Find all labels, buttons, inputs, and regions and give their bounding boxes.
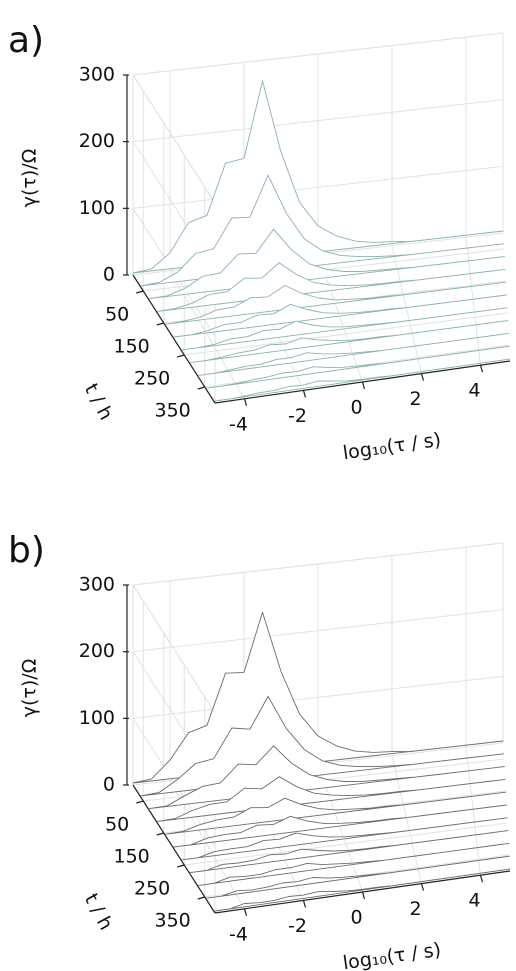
t-tick-label: 150 [113, 846, 149, 868]
t-axis [132, 784, 216, 914]
tick-mark [420, 883, 425, 891]
tick-mark [479, 875, 484, 883]
spectrum-curve [214, 868, 511, 912]
x-tick-label: -2 [288, 405, 307, 427]
spectrum-curve [165, 281, 507, 325]
spectrum-curve [132, 80, 504, 274]
tick-mark [197, 386, 205, 390]
x-axis-label: log₁₀(τ / s) [341, 429, 442, 465]
x-tick-label: 4 [468, 890, 480, 912]
spectrum-curve [148, 228, 505, 300]
tick-mark [177, 354, 185, 358]
t-axis [132, 274, 216, 404]
tick-mark [302, 900, 307, 908]
tick-mark [243, 398, 248, 406]
z-tick-label: 200 [79, 640, 115, 662]
spectrum-curve [198, 842, 510, 886]
x-tick-label: -4 [229, 413, 248, 435]
grid-line [391, 245, 422, 374]
spectrum-curve [173, 294, 507, 338]
grid-line [465, 237, 481, 366]
z-tick-label: 200 [79, 130, 115, 152]
t-tick-label: 350 [154, 910, 190, 932]
spectrum-curve [181, 817, 508, 861]
z-tick-label: 0 [103, 774, 115, 796]
spectrum-curve [206, 855, 510, 899]
panel: 0 100 200 300 50 150 250 350 -4 -2 0 2 4 a) γ(τ)/Ω t / … [8, 20, 511, 465]
z-axis-label: γ(τ)/Ω [19, 659, 41, 717]
grid-line [132, 74, 216, 204]
t-tick-label: 250 [134, 878, 170, 900]
tick-mark [136, 800, 144, 804]
t-axis-label: t / h [80, 890, 117, 934]
tick-mark [136, 290, 144, 294]
tick-mark [243, 908, 248, 916]
spectrum-curve [198, 332, 510, 376]
spectrum-curve [157, 776, 506, 822]
t-tick-label: 250 [134, 368, 170, 390]
tick-mark [177, 864, 185, 868]
z-tick-label: 100 [79, 707, 115, 729]
panel-label: b) [8, 530, 45, 571]
grid-line [465, 747, 481, 876]
x-tick-label: -2 [288, 915, 307, 937]
grid-line [391, 755, 422, 884]
spectrum-curve [181, 307, 508, 351]
panel-label: a) [8, 20, 44, 61]
z-tick-label: 300 [79, 64, 115, 86]
tick-mark [156, 322, 164, 326]
tick-mark [479, 365, 484, 373]
spectrum-curve [189, 830, 509, 874]
tick-mark [302, 390, 307, 398]
t-tick-label: 50 [105, 814, 129, 836]
panel: 0 100 200 300 50 150 250 350 -4 -2 0 2 4 b) γ(τ)/Ω t / … [8, 530, 511, 971]
x-axis-label: log₁₀(τ / s) [341, 939, 442, 971]
spectrum-curve [140, 174, 505, 287]
t-tick-label: 150 [113, 336, 149, 358]
tick-mark [156, 832, 164, 836]
grid-line [184, 312, 508, 356]
z-axis-label: γ(τ)/Ω [19, 149, 41, 207]
tick-mark [197, 896, 205, 900]
x-tick-label: 2 [409, 388, 421, 410]
x-tick-label: 4 [468, 380, 480, 402]
t-tick-label: 350 [154, 400, 190, 422]
spectrum-curve [173, 804, 507, 848]
t-tick-label: 50 [105, 304, 129, 326]
x-tick-label: 0 [350, 907, 362, 929]
spectrum-curve [189, 320, 509, 364]
spectrum-curve [157, 262, 506, 312]
x-tick-label: 2 [409, 898, 421, 920]
tick-mark [420, 373, 425, 381]
grid-line [132, 208, 216, 337]
t-axis-label: t / h [80, 380, 117, 424]
tick-mark [361, 891, 366, 900]
grid-line [132, 584, 216, 714]
z-tick-label: 0 [103, 264, 115, 286]
spectrum-curve [214, 358, 511, 402]
spectrum-curve [206, 345, 510, 389]
tick-mark [361, 381, 366, 390]
z-tick-label: 100 [79, 197, 115, 219]
z-tick-label: 300 [79, 574, 115, 596]
x-tick-label: -4 [229, 923, 248, 945]
grid-line [184, 822, 508, 866]
x-tick-label: 0 [350, 397, 362, 419]
spectrum-curve [165, 791, 507, 835]
